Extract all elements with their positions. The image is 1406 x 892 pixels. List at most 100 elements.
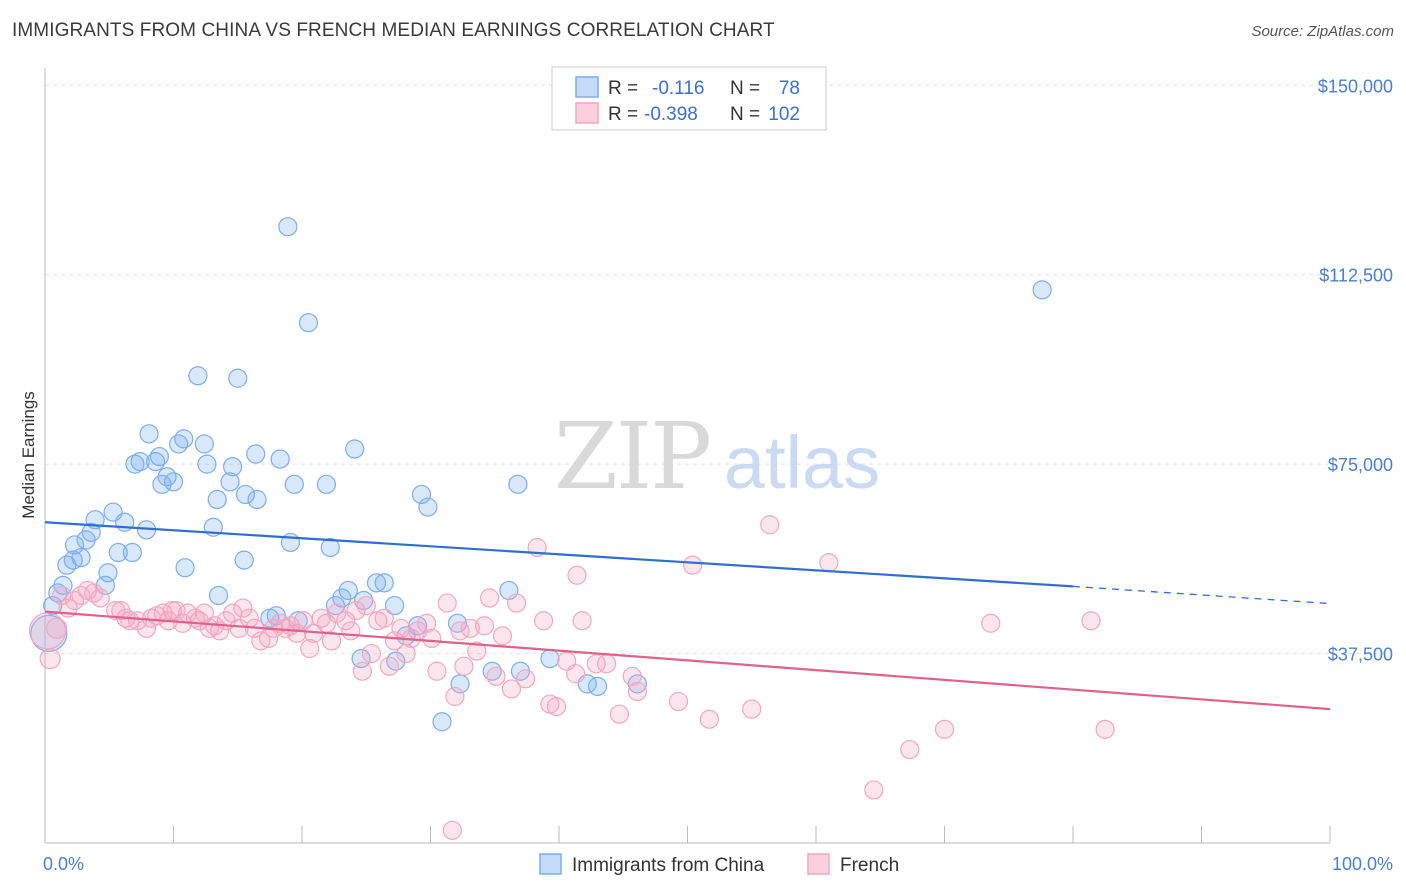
bottom-legend-label-french: French xyxy=(840,855,899,876)
trend-line-extension-china xyxy=(1072,585,1331,605)
point-french-76 xyxy=(492,626,513,646)
point-china-57 xyxy=(354,590,374,611)
point-china-7 xyxy=(71,547,91,568)
point-french-66 xyxy=(427,661,447,681)
point-french-79 xyxy=(515,669,536,689)
point-french-59 xyxy=(384,631,405,651)
point-china-45 xyxy=(278,217,298,237)
point-china-64 xyxy=(411,484,432,505)
point-french-9 xyxy=(90,588,110,608)
point-china-51 xyxy=(320,537,340,558)
point-china-49 xyxy=(298,313,319,333)
point-china-44 xyxy=(270,449,290,469)
point-china-67 xyxy=(447,613,468,633)
point-china-29 xyxy=(188,366,208,386)
point-china-55 xyxy=(345,439,365,459)
legend-swatch-china xyxy=(575,76,599,98)
point-china-58 xyxy=(366,573,387,593)
y-tick-label-1: $75,000 xyxy=(1328,455,1393,475)
point-french-21 xyxy=(166,601,186,621)
point-china-9 xyxy=(81,522,101,542)
point-china-66 xyxy=(432,712,452,732)
point-china-59 xyxy=(374,573,394,593)
point-french-55 xyxy=(361,643,381,664)
legend-n-value-0: 78 xyxy=(779,78,800,99)
point-china-3 xyxy=(53,575,73,595)
point-french-74 xyxy=(480,588,500,608)
point-french-88 xyxy=(586,654,606,674)
point-french-10 xyxy=(106,601,126,621)
gridlines xyxy=(45,84,1390,655)
point-china-61 xyxy=(386,651,406,671)
point-french-1 xyxy=(39,648,61,670)
point-china-54 xyxy=(338,580,358,601)
point-french-77 xyxy=(501,679,522,699)
point-french-91 xyxy=(622,666,642,686)
point-china-27 xyxy=(174,429,194,449)
point-french-60 xyxy=(391,618,411,638)
trend-line-china xyxy=(44,521,1074,588)
point-china-22 xyxy=(149,446,169,467)
point-china-75 xyxy=(587,676,608,697)
point-french-97 xyxy=(760,515,780,535)
point-french-3 xyxy=(52,585,72,606)
y-tick-label-3: $150,000 xyxy=(1318,76,1393,96)
point-french-102 xyxy=(981,613,1001,633)
watermark-atlas: atlas xyxy=(724,421,880,504)
point-china-50 xyxy=(316,474,337,494)
point-china-36 xyxy=(223,457,243,477)
point-french-89 xyxy=(596,654,617,674)
point-french-61 xyxy=(396,643,416,664)
point-french-72 xyxy=(467,641,487,661)
bottom-legend-label-china: Immigrants from China xyxy=(572,855,765,876)
legend-r-label-1: R = xyxy=(608,104,638,125)
point-china-0 xyxy=(30,614,68,652)
y-tick-label-2: $112,500 xyxy=(1319,266,1393,286)
series-french xyxy=(28,515,1115,840)
point-china-53 xyxy=(332,588,352,608)
point-french-42 xyxy=(287,623,307,643)
point-french-81 xyxy=(533,611,554,631)
watermark-zip: ZIP xyxy=(554,403,710,510)
point-china-33 xyxy=(207,489,227,510)
point-french-104 xyxy=(1095,719,1115,739)
axes xyxy=(44,68,1331,844)
point-french-50 xyxy=(336,611,356,631)
point-french-93 xyxy=(668,691,689,712)
point-china-6 xyxy=(64,535,85,555)
point-french-83 xyxy=(546,697,567,717)
point-china-37 xyxy=(228,368,248,388)
watermark: ZIP atlas xyxy=(554,403,880,510)
point-china-11 xyxy=(95,575,115,595)
legend-swatch-french xyxy=(575,102,599,124)
point-french-73 xyxy=(474,616,495,636)
point-china-20 xyxy=(139,424,159,444)
series-immigrants-from-china xyxy=(30,217,1052,732)
point-french-54 xyxy=(356,595,376,616)
point-french-52 xyxy=(346,601,366,621)
point-french-87 xyxy=(567,565,587,585)
x-tick-label-0: 0.0% xyxy=(43,854,84,874)
bottom-legend-swatch-french xyxy=(807,853,830,875)
point-china-28 xyxy=(175,558,195,578)
point-china-34 xyxy=(208,585,229,606)
point-french-75 xyxy=(486,666,506,686)
point-french-67 xyxy=(437,593,457,613)
point-french-51 xyxy=(341,621,361,641)
point-french-98 xyxy=(819,553,839,573)
point-china-5 xyxy=(63,550,83,570)
point-french-26 xyxy=(194,603,214,623)
point-china-31 xyxy=(197,454,217,474)
point-china-47 xyxy=(284,474,304,494)
y-tick-label-0: $37,500 xyxy=(1328,645,1393,665)
point-french-33 xyxy=(233,598,253,618)
legend-n-label-1: N = xyxy=(730,104,760,125)
point-china-17 xyxy=(125,454,145,474)
point-china-65 xyxy=(418,497,438,517)
point-french-65 xyxy=(422,628,442,649)
point-china-40 xyxy=(246,444,266,464)
point-french-92 xyxy=(627,681,647,702)
point-french-71 xyxy=(460,618,480,638)
bottom-legend: Immigrants from China French xyxy=(539,853,899,876)
